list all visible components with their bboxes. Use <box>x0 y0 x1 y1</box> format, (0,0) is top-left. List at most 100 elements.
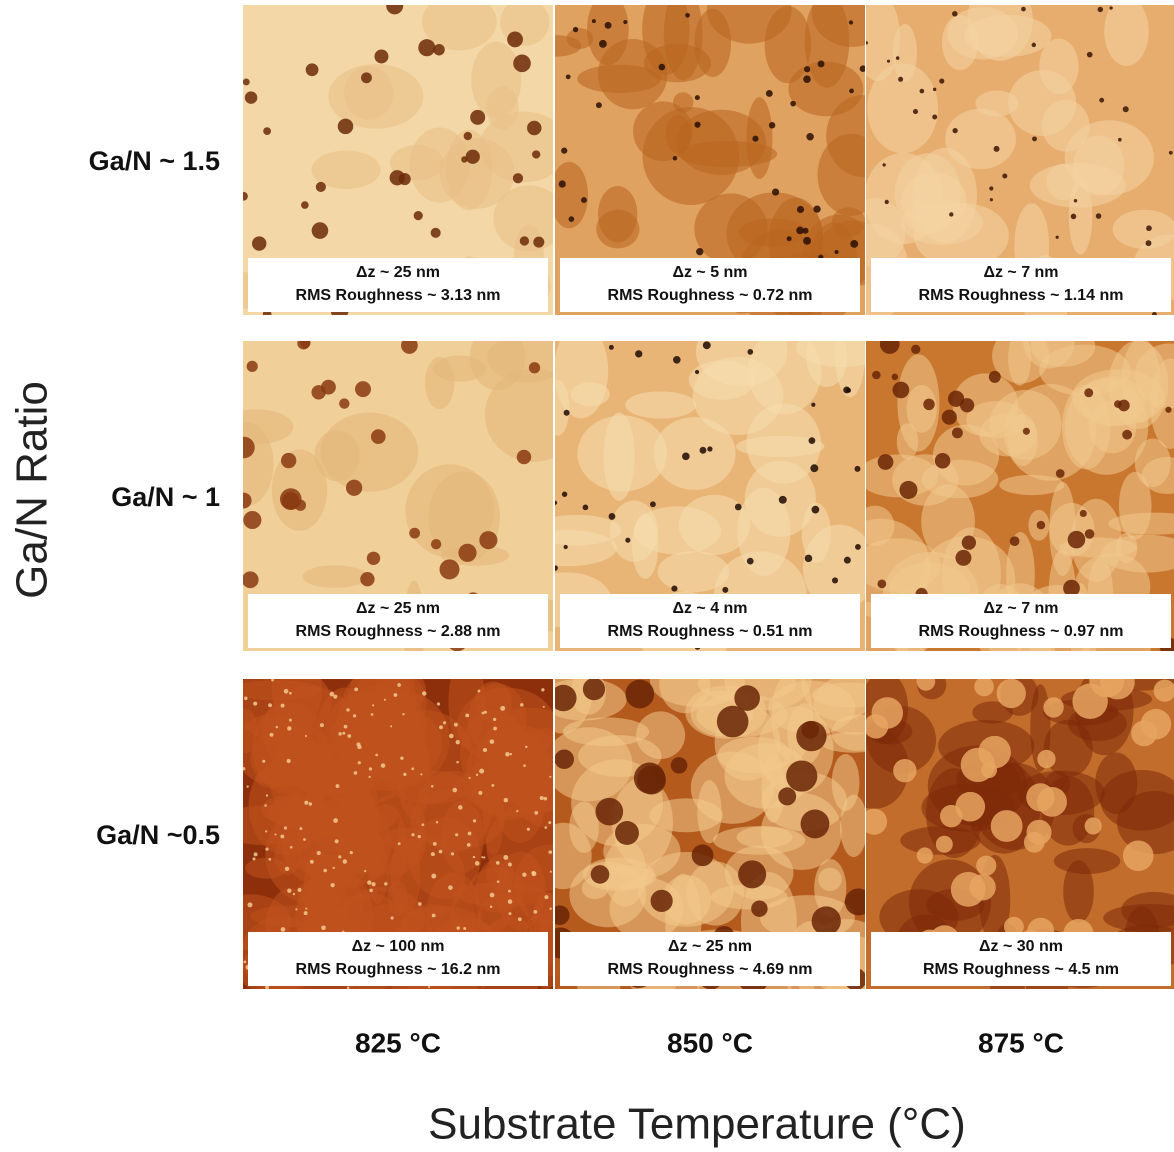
texture-dot <box>1032 43 1036 47</box>
texture-dot <box>431 539 441 549</box>
texture-dot <box>346 480 362 496</box>
row-label: Ga/N ~0.5 <box>96 820 220 850</box>
texture-dot <box>682 453 690 461</box>
texture-blob <box>1065 379 1149 475</box>
texture-dot <box>354 771 358 775</box>
afm-image: Δz ~ 4 nmRMS Roughness ~ 0.51 nm <box>518 309 888 688</box>
texture-dot <box>398 842 401 845</box>
texture-blob <box>475 681 512 723</box>
afm-image: Δz ~ 25 nmRMS Roughness ~ 4.69 nm <box>533 637 896 1032</box>
texture-dot <box>418 39 435 56</box>
texture-dot <box>989 371 1001 383</box>
texture-dot <box>1037 521 1045 529</box>
texture-dot <box>997 679 1026 708</box>
texture-dot <box>335 839 339 843</box>
texture-dot <box>939 79 944 84</box>
texture-dot <box>513 55 531 73</box>
texture-dot <box>342 732 345 735</box>
caption-rms: RMS Roughness ~ 2.88 nm <box>296 623 501 640</box>
caption-rms: RMS Roughness ~ 3.13 nm <box>296 287 501 304</box>
texture-dot <box>1165 407 1171 413</box>
texture-dot <box>778 787 796 805</box>
texture-blob <box>739 218 807 246</box>
caption-dz: Δz ~ 7 nm <box>983 600 1058 617</box>
texture-dot <box>893 759 916 782</box>
figure: Ga/N Ratio Substrate Temperature (°C) Ga… <box>0 0 1174 1152</box>
texture-dot <box>248 902 253 907</box>
texture-dot <box>892 374 898 380</box>
texture-dot <box>772 188 779 195</box>
texture-dot <box>516 810 518 812</box>
texture-blob <box>818 868 842 891</box>
texture-dot <box>659 64 666 71</box>
texture-dot <box>473 856 475 858</box>
texture-dot <box>467 843 471 847</box>
texture-dot <box>806 133 813 140</box>
texture-dot <box>1152 312 1157 317</box>
texture-dot <box>281 704 285 708</box>
caption-dz: Δz ~ 4 nm <box>672 600 747 617</box>
texture-dot <box>878 454 894 470</box>
texture-dot <box>864 714 889 739</box>
texture-dot <box>431 228 441 238</box>
texture-dot <box>336 784 340 788</box>
texture-dot <box>293 893 295 895</box>
texture-dot <box>243 79 250 86</box>
texture-blob <box>409 127 469 202</box>
texture-blob <box>1049 482 1076 576</box>
caption-dz: Δz ~ 5 nm <box>672 264 747 281</box>
texture-dot <box>1123 106 1129 112</box>
texture-dot <box>564 545 568 549</box>
texture-blob <box>761 753 784 822</box>
texture-dot <box>353 714 356 717</box>
texture-dot <box>280 835 284 839</box>
texture-dot <box>978 736 1011 769</box>
texture-dot <box>420 773 422 775</box>
texture-blob <box>1054 848 1120 874</box>
texture-dot <box>529 362 540 373</box>
texture-dot <box>854 466 860 472</box>
texture-dot <box>300 338 310 348</box>
texture-dot <box>548 821 551 824</box>
texture-dot <box>564 410 570 416</box>
texture-dot <box>786 760 817 791</box>
texture-dot <box>265 830 267 832</box>
texture-dot <box>431 785 434 788</box>
texture-dot <box>458 805 462 809</box>
texture-dot <box>952 128 957 133</box>
texture-dot <box>243 511 261 529</box>
texture-dot <box>1169 151 1173 155</box>
texture-dot <box>1021 7 1026 12</box>
texture-dot <box>917 847 933 863</box>
texture-dot <box>532 871 537 876</box>
texture-dot <box>244 696 248 700</box>
texture-dot <box>333 818 338 823</box>
texture-blob <box>598 186 637 243</box>
texture-dot <box>991 810 1023 842</box>
texture-dot <box>801 809 830 838</box>
texture-dot <box>508 890 511 893</box>
texture-dot <box>369 889 373 893</box>
texture-dot <box>809 437 816 444</box>
texture-dot <box>491 784 494 787</box>
texture-dot <box>1010 536 1020 546</box>
texture-dot <box>810 464 818 472</box>
texture-dot <box>452 788 457 793</box>
texture-dot <box>290 846 293 849</box>
texture-dot <box>650 501 656 507</box>
texture-blob <box>835 309 866 398</box>
afm-image: Δz ~ 25 nmRMS Roughness ~ 3.13 nm <box>221 0 568 319</box>
texture-dot <box>338 119 354 135</box>
texture-dot <box>422 823 425 826</box>
texture-dot <box>289 719 292 722</box>
texture-dot <box>920 89 925 94</box>
texture-dot <box>456 926 459 929</box>
texture-dot <box>268 858 271 861</box>
texture-dot <box>299 827 302 830</box>
texture-dot <box>596 102 602 108</box>
texture-dot <box>469 777 471 779</box>
texture-dot <box>523 764 526 767</box>
texture-dot <box>835 250 839 254</box>
texture-dot <box>1037 787 1067 817</box>
texture-dot <box>623 20 627 24</box>
